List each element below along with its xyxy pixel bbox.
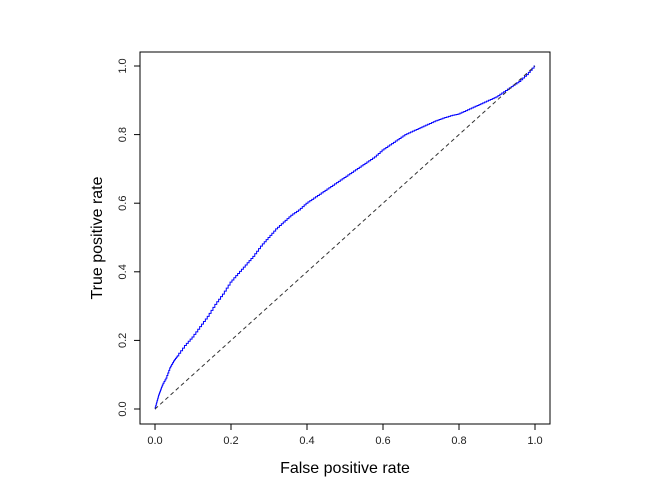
- x-tick-label: 0.4: [299, 435, 314, 447]
- x-axis-title: False positive rate: [280, 460, 410, 477]
- y-tick-label: 0.8: [117, 127, 129, 142]
- y-tick-label: 0.6: [117, 196, 129, 211]
- y-tick-label: 0.0: [117, 401, 129, 416]
- y-axis-title: True positive rate: [89, 176, 106, 299]
- x-tick-label: 0.0: [147, 435, 162, 447]
- y-tick-label: 1.0: [117, 58, 129, 73]
- y-tick-label: 0.4: [117, 264, 129, 279]
- y-axis: 0.0 0.2 0.4 0.6 0.8 1.0: [117, 58, 141, 417]
- x-axis: 0.0 0.2 0.4 0.6 0.8 1.0: [147, 423, 543, 447]
- roc-curve-line: [154, 65, 535, 410]
- x-tick-label: 0.8: [451, 435, 466, 447]
- x-tick-label: 0.2: [223, 435, 238, 447]
- x-tick-label: 1.0: [527, 435, 542, 447]
- series-layer: [154, 65, 536, 410]
- y-tick-label: 0.2: [117, 333, 129, 348]
- x-tick-label: 0.6: [375, 435, 390, 447]
- chance-diagonal-line: [154, 65, 536, 410]
